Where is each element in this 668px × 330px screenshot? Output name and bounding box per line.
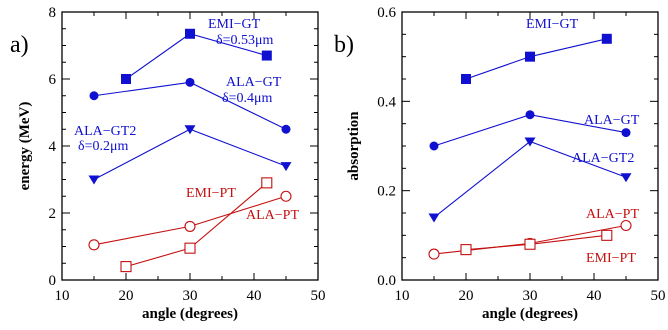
x-tick-label: 30: [523, 288, 538, 304]
panel-b-point-emi-pt: [524, 238, 536, 250]
panel-a-energy-chart: a) 10 20 30 40 50 0 2 4 6 8 angle (degrees) energ…: [10, 5, 326, 322]
y-tick-label: 0.6: [377, 5, 396, 21]
x-tick-label: 50: [311, 288, 326, 304]
panel-b-label: b): [334, 32, 354, 58]
x-tick-label: 10: [55, 288, 70, 304]
y-tick-label: 0.2: [377, 184, 396, 200]
panel-a-point-ala-gt: [281, 124, 291, 134]
x-tick-label: 20: [119, 288, 134, 304]
x-tick-label: 50: [651, 288, 666, 304]
y-tick-label: 0.0: [377, 273, 396, 289]
panel-b-point-ala-gt: [525, 110, 535, 120]
panel-a-sublabel-ala-gt2: δ=0.2μm: [78, 139, 128, 154]
panel-b-label-ala-gt2: ALA−GT2: [572, 151, 634, 166]
panel-a-marks: [88, 28, 292, 273]
y-tick-label: 0.4: [377, 94, 396, 110]
x-tick-label: 40: [247, 288, 262, 304]
panel-a-point-ala-gt2: [184, 125, 196, 135]
panel-a-label-emi-pt: EMI−PT: [186, 186, 236, 201]
panel-a-x-axis-title: angle (degrees): [142, 306, 238, 322]
panel-b-point-emi-gt: [461, 74, 471, 84]
x-tick-label: 30: [183, 288, 198, 304]
panel-a-point-ala-pt: [88, 239, 100, 251]
panel-b-point-ala-pt: [620, 219, 632, 232]
x-tick-label: 20: [459, 288, 474, 304]
panel-a-point-ala-gt2: [88, 175, 100, 185]
panel-a-point-emi-gt: [261, 50, 272, 61]
panel-a-point-ala-gt2: [280, 162, 292, 172]
panel-b-series-line-emi-gt: [465, 38, 607, 80]
panel-b-point-emi-pt: [601, 229, 613, 241]
panel-b-absorption-chart: b) 10 20 30 40 50 0.0 0.2 0.4 0.6 angle (degrees…: [334, 5, 666, 322]
panel-a-label-emi-gt: EMI−GT: [208, 17, 261, 32]
panel-b-label-emi-pt: EMI−PT: [586, 251, 636, 266]
panel-a-point-emi-pt: [120, 261, 132, 273]
y-tick-label: 0: [49, 273, 57, 289]
panel-a-point-emi-pt: [261, 177, 273, 189]
panel-a-label-ala-gt2: ALA−GT2: [74, 124, 136, 139]
panel-b-point-ala-pt: [428, 248, 440, 260]
panel-b-label-ala-gt: ALA−GT: [584, 113, 640, 128]
panel-b-point-ala-gt2: [524, 137, 536, 147]
panel-a-point-emi-gt: [121, 74, 131, 84]
panel-a-point-ala-gt: [185, 77, 195, 87]
panel-a-point-ala-pt: [184, 220, 196, 232]
y-tick-label: 6: [49, 72, 57, 88]
panel-b-marks: [428, 33, 632, 260]
x-tick-label: 10: [395, 288, 410, 304]
panel-b-ticks: 10 20 30 40 50 0.0 0.2 0.4 0.6: [377, 5, 665, 304]
panel-b-point-ala-gt2: [428, 213, 440, 223]
panel-a-point-emi-gt: [185, 28, 195, 39]
panel-a-ticks: 10 20 30 40 50 0 2 4 6 8: [49, 5, 326, 304]
panel-b-y-axis-title: absorption: [346, 111, 362, 181]
panel-b-point-emi-pt: [460, 244, 472, 256]
panel-a-sublabel-emi-gt: δ=0.53μm: [216, 33, 273, 48]
panel-a-y-axis-title: energy (MeV): [17, 102, 33, 191]
panel-a-label: a): [10, 32, 29, 58]
panel-a-point-emi-pt: [184, 242, 196, 254]
panel-b-point-emi-gt: [525, 51, 535, 62]
panel-b-point-ala-gt: [621, 128, 631, 138]
panel-b-label-ala-pt: ALA−PT: [586, 207, 639, 222]
panel-b-label-emi-gt: EMI−GT: [526, 17, 579, 32]
panel-b-x-axis-title: angle (degrees): [482, 306, 578, 322]
panel-a-sublabel-ala-gt: δ=0.4μm: [222, 91, 272, 106]
panel-b-point-emi-gt: [601, 33, 612, 44]
y-tick-label: 4: [49, 139, 57, 155]
panel-a-label-ala-pt: ALA−PT: [246, 208, 299, 223]
x-tick-label: 40: [587, 288, 602, 304]
panel-a-label-ala-gt: ALA−GT: [226, 75, 282, 90]
y-tick-label: 2: [49, 206, 57, 222]
panel-a-point-ala-pt: [280, 190, 292, 202]
y-tick-label: 8: [49, 5, 57, 21]
panel-b-point-ala-gt2: [620, 173, 632, 183]
panel-b-point-ala-gt: [429, 141, 439, 151]
panel-a-point-ala-gt: [89, 91, 99, 101]
